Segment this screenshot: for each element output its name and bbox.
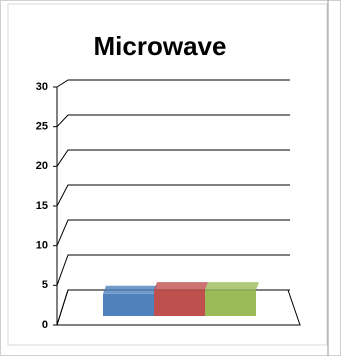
y-tick-label: 25 (36, 121, 48, 133)
grid-line (56, 184, 290, 207)
bar (103, 293, 154, 316)
bar-top (154, 282, 208, 291)
grid-line (56, 114, 290, 128)
chart-title: Microwave (94, 31, 227, 61)
y-tick-label: 10 (36, 240, 48, 252)
grid-line (56, 254, 290, 286)
bar-top (103, 285, 157, 294)
bar (154, 290, 205, 316)
grid-line (56, 219, 290, 246)
grid-line (56, 79, 290, 88)
y-tick-label: 30 (36, 81, 48, 93)
y-tick-label: 0 (42, 319, 48, 331)
bar-top (205, 282, 259, 291)
y-tick-label: 5 (42, 279, 48, 291)
y-tick-label: 20 (36, 160, 48, 172)
grid-line (56, 149, 290, 167)
y-tick-label: 15 (36, 200, 48, 212)
bar (205, 290, 256, 316)
